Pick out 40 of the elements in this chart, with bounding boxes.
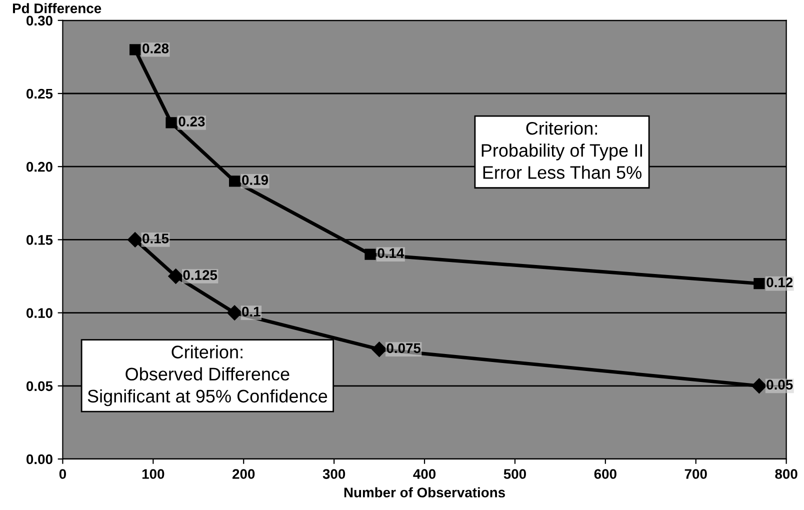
point — [226, 305, 242, 320]
y-axis-title: Pd Difference — [12, 3, 102, 14]
x-tick-label: 300 — [322, 469, 346, 479]
y-tick-label: 0.30 — [26, 16, 52, 26]
point — [754, 278, 765, 290]
data-label: 0.05 — [766, 380, 793, 390]
point — [229, 176, 240, 187]
x-tick-label: 0 — [59, 469, 66, 479]
data-label: 0.15 — [142, 234, 169, 244]
annotation: Criterion: Probability of Type II Error Less Than 5% — [482, 122, 642, 179]
point — [128, 232, 143, 248]
x-tick-label: 100 — [142, 469, 164, 479]
y-tick-label: 0.25 — [26, 88, 53, 99]
y-tick-label: 0.00 — [26, 454, 52, 464]
data-label: 0.12 — [766, 277, 793, 288]
point — [752, 378, 767, 394]
data-label: 0.23 — [178, 116, 205, 126]
x-tick-label: 800 — [775, 469, 798, 479]
y-tick-label: 0.10 — [26, 308, 52, 318]
y-tick-label: 0.05 — [26, 381, 53, 392]
x-tick-label: 400 — [413, 469, 436, 479]
x-tick-label: 600 — [594, 469, 616, 479]
point — [168, 268, 184, 284]
x-tick-label: 500 — [504, 469, 526, 479]
data-label: 0.075 — [386, 343, 421, 354]
x-axis-title: Number of Observations — [344, 487, 505, 498]
point — [130, 44, 141, 56]
data-label: 0.28 — [142, 44, 169, 54]
y-tick-label: 0.15 — [26, 235, 53, 245]
annotation: Criterion: Observed Difference Significant at 95% Confidence — [88, 345, 328, 406]
data-label: 0.19 — [242, 175, 268, 185]
data-label: 0.14 — [378, 248, 404, 258]
x-tick-label: 200 — [232, 469, 255, 479]
point — [166, 117, 177, 128]
point — [372, 342, 387, 357]
data-label: 0.125 — [183, 270, 218, 280]
data-label: 0.1 — [242, 306, 260, 317]
x-tick-label: 700 — [684, 469, 707, 479]
point — [364, 248, 376, 260]
y-tick-label: 0.20 — [26, 162, 52, 172]
